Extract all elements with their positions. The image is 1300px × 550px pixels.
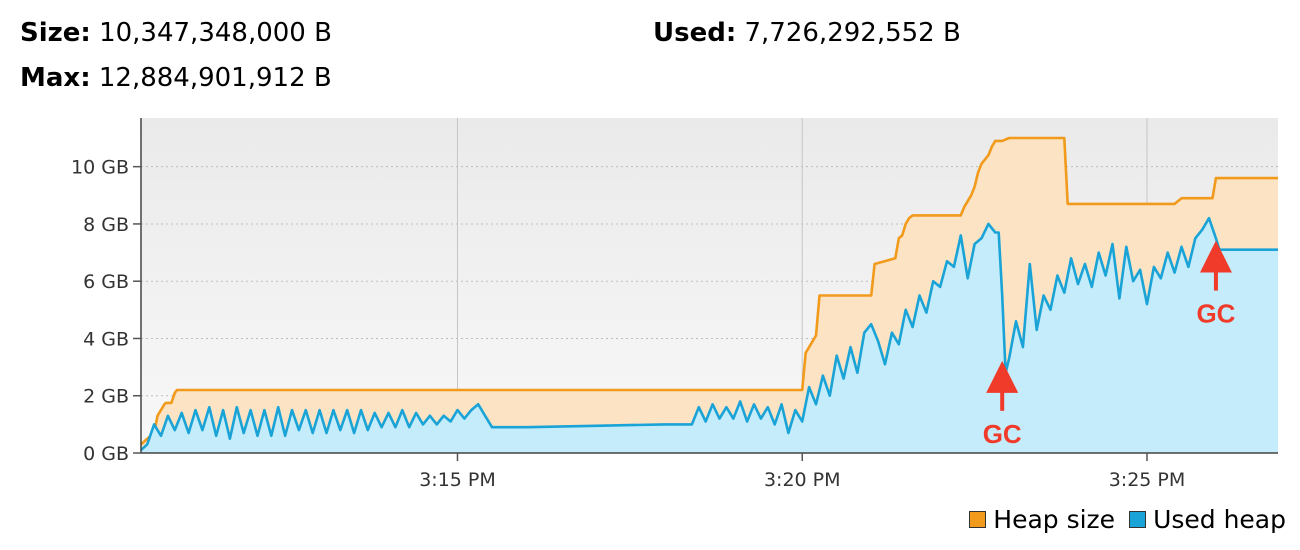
legend-label-used-heap: Used heap [1153,505,1286,534]
max-value: 12,884,901,912 B [98,63,332,93]
line-heap-size [140,136,1278,446]
x-tick-label: 3:15 PM [419,469,496,491]
legend-label-heap-size: Heap size [993,505,1116,534]
legend: Heap size Used heap [955,505,1286,534]
gc-label: GC [1196,299,1235,329]
y-tick-label: 4 GB [83,328,129,350]
legend-item-used-heap: Used heap [1129,505,1286,534]
legend-swatch-heap-size [969,511,987,528]
axes [140,118,1278,454]
x-tick-label: 3:20 PM [764,469,841,491]
used-label: Used: [653,18,737,48]
y-axis-ticks: 0 GB 2 GB 4 GB 6 GB 8 GB 10 GB [71,157,141,465]
max-label: Max: [20,63,91,93]
y-tick-label: 2 GB [83,386,129,408]
gc-annotations: GC GC [983,240,1236,449]
y-tick-label: 8 GB [83,214,129,236]
size-value: 10,347,348,000 B [99,18,332,48]
legend-item-heap-size: Heap size [969,505,1115,534]
y-tick-label: 0 GB [83,443,129,465]
x-tick-label: 3:25 PM [1109,469,1186,491]
used-stat: Used: 7,726,292,552 B [653,18,961,48]
x-axis-ticks: 3:15 PM 3:20 PM 3:25 PM [419,453,1185,491]
legend-swatch-used-heap [1129,511,1147,528]
used-value: 7,726,292,552 B [744,18,961,48]
gc-label: GC [983,419,1022,449]
y-tick-label: 6 GB [83,271,129,293]
size-stat: Size: 10,347,348,000 B [20,18,332,48]
memory-chart: 0 GB 2 GB 4 GB 6 GB 8 GB 10 GB 3:15 PM 3:20 PM… [71,118,1278,491]
size-label: Size: [20,18,91,48]
line-used-heap [140,216,1278,452]
area-used-heap [141,218,1278,453]
y-tick-label: 10 GB [71,157,129,179]
max-stat: Max: 12,884,901,912 B [20,63,332,93]
